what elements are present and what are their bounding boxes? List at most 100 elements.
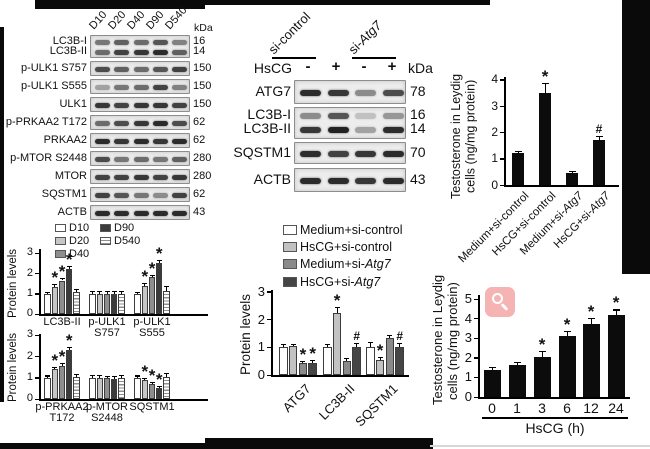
y-tick-label: 0 xyxy=(26,392,33,405)
blot-box xyxy=(90,133,190,148)
blot-box xyxy=(90,79,190,94)
bar xyxy=(58,365,66,399)
y-tick-label: 1 xyxy=(26,370,33,383)
error-bar xyxy=(566,331,568,337)
error-cap xyxy=(488,366,496,368)
legend-label: HsCG+si-Atg7 xyxy=(300,275,381,289)
blot-band xyxy=(171,193,187,198)
blot-kda-value: 14 xyxy=(193,44,206,57)
bar xyxy=(89,293,96,314)
legend-swatch xyxy=(55,224,66,232)
blot-kda-value: 16 xyxy=(410,106,426,123)
legend-label: D10 xyxy=(69,222,90,234)
error-cap xyxy=(595,136,603,138)
bar xyxy=(44,293,51,314)
black-bar-bottom-thick xyxy=(205,438,433,449)
error-cap xyxy=(142,377,148,380)
error-cap xyxy=(118,374,124,377)
blot-row-label: LC3B-II xyxy=(243,120,291,137)
error-cap xyxy=(118,291,124,293)
error-bar xyxy=(399,343,401,348)
error-bar xyxy=(61,364,63,366)
blot-band xyxy=(114,40,130,45)
legend-swatch xyxy=(283,277,297,287)
blot-band xyxy=(327,113,349,119)
y-tick xyxy=(35,272,39,275)
bar xyxy=(73,376,80,399)
error-cap xyxy=(612,309,620,311)
error-bar xyxy=(137,292,139,294)
blot-band xyxy=(95,40,111,45)
error-cap xyxy=(73,289,79,291)
bar xyxy=(163,290,170,314)
bar xyxy=(288,345,298,375)
error-bar xyxy=(165,287,167,291)
zoom-overlay-button[interactable] xyxy=(485,287,515,317)
error-bar xyxy=(120,292,122,294)
blot-band xyxy=(95,193,111,198)
y-tick-label: 1 xyxy=(464,369,472,385)
legend-swatch xyxy=(100,224,111,232)
error-bar xyxy=(92,375,94,378)
bar xyxy=(148,277,156,314)
error-cap xyxy=(111,376,117,378)
blot-band xyxy=(152,157,168,162)
blot-row-label: LC3B-I xyxy=(247,106,291,123)
bar xyxy=(141,380,148,399)
error-cap xyxy=(538,350,546,353)
error-cap xyxy=(280,344,286,346)
error-bar xyxy=(544,83,546,93)
error-cap xyxy=(587,317,595,320)
blot-band xyxy=(133,85,149,90)
x-axis xyxy=(39,399,208,401)
x-axis xyxy=(504,185,619,187)
error-bar xyxy=(158,387,160,389)
sig-marker: # xyxy=(396,328,404,343)
sig-marker: * xyxy=(65,330,73,350)
blot-band xyxy=(152,40,168,45)
error-cap xyxy=(66,266,72,268)
y-tick-label: 3 xyxy=(257,283,265,299)
blot-band xyxy=(355,90,377,96)
bar xyxy=(118,293,125,314)
sig-marker: * xyxy=(148,258,156,278)
error-cap xyxy=(156,259,162,261)
error-cap xyxy=(344,358,350,360)
y-tick xyxy=(474,298,478,300)
bar xyxy=(508,364,526,397)
bar xyxy=(134,293,141,314)
blot-band xyxy=(327,151,349,157)
blot-kda-value: 70 xyxy=(410,144,426,161)
blot-kda-value: 16 xyxy=(193,34,206,47)
y-tick xyxy=(267,291,271,293)
bar xyxy=(148,384,156,399)
hscg-row-label: HsCG xyxy=(253,60,292,76)
sig-marker: * xyxy=(376,340,384,360)
error-cap xyxy=(563,330,571,333)
blot-band xyxy=(382,90,404,96)
sig-marker: * xyxy=(538,334,546,354)
y-tick xyxy=(500,184,504,186)
kda-header: kDa xyxy=(408,60,433,76)
blot-row-label: SQSTM1 xyxy=(233,144,291,161)
blot-box xyxy=(294,80,406,104)
error-bar xyxy=(517,151,519,154)
error-cap xyxy=(149,274,155,277)
blot-band xyxy=(171,211,187,216)
blot-band xyxy=(114,50,130,55)
blot-row-label: ACTB xyxy=(57,205,87,218)
y-tick-label: 1 xyxy=(257,339,265,355)
y-tick-label: 2 xyxy=(464,349,472,365)
y-axis-label: Protein levels xyxy=(7,332,19,402)
error-bar xyxy=(113,377,115,379)
sig-marker: * xyxy=(155,370,163,390)
sig-marker: * xyxy=(51,268,59,288)
y-tick xyxy=(267,374,271,376)
blot-kda-value: 78 xyxy=(410,83,426,100)
blot-band xyxy=(171,139,187,144)
error-cap xyxy=(52,366,58,368)
y-tick xyxy=(474,337,478,340)
bar xyxy=(111,293,118,314)
y-tick xyxy=(35,377,39,379)
